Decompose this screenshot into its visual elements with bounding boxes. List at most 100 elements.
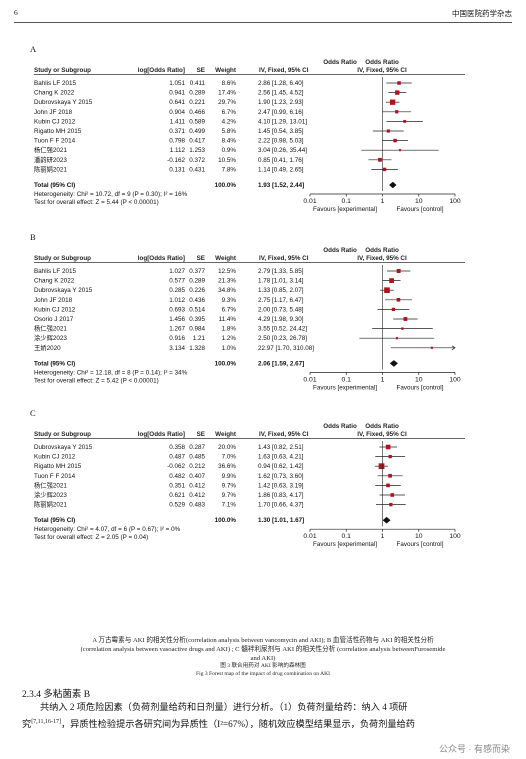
study-weight: 21.3%	[218, 278, 236, 285]
study-ci: 2.79 [1.33, 5.85]	[258, 268, 304, 275]
favours-experimental: Favours [experimental]	[313, 384, 377, 391]
study-weight: 9.7%	[222, 482, 237, 489]
panel-label-b: B	[30, 232, 36, 242]
study-name: 杨仁强2021	[34, 324, 67, 333]
x-tick-label: 0.1	[342, 376, 352, 383]
figure-title: 图 3 联合用药对 AKI 影响的森林图 Fig 3 Forest map of…	[14, 662, 512, 678]
col-header-or-title-left: Odds Ratio	[323, 423, 357, 430]
study-weight: 1.2%	[222, 335, 237, 342]
study-log-or: 0.351	[169, 482, 185, 489]
total-label: Total (95% CI)	[34, 360, 75, 367]
study-log-or: -0.162	[167, 157, 185, 164]
study-point	[401, 327, 404, 330]
study-point	[396, 269, 401, 273]
study-weight: 8.6%	[222, 80, 237, 87]
x-tick-label: 0.1	[342, 533, 352, 540]
study-weight: 5.8%	[222, 128, 237, 135]
study-weight: 0.9%	[222, 147, 237, 154]
study-se: 0.514	[189, 306, 205, 313]
study-log-or: 1.411	[170, 118, 186, 125]
panel-label-a: A	[30, 44, 37, 54]
study-point	[389, 278, 394, 283]
study-se: 0.466	[189, 109, 205, 116]
favours-control: Favours [control]	[397, 541, 444, 548]
study-point	[396, 298, 401, 302]
study-point	[389, 99, 396, 105]
col-header-weight: Weight	[215, 255, 237, 262]
study-log-or: 0.904	[169, 109, 185, 116]
body-line-1: 共纳入 2 项危险因素（负荷剂量给药和日剂量）进行分析。（1）负荷剂量给药：纳入…	[40, 702, 408, 712]
subcaption-line-1: A 万古霉素与 AKI 的相关性分析(correlation analysis …	[92, 637, 434, 644]
study-name: Dubrovskaya Y 2015	[34, 99, 93, 106]
x-tick-label: 100	[449, 376, 461, 383]
subcaption-line-3: and AKI)	[250, 655, 276, 662]
col-header-method-left: IV, Fixed, 95% CI	[259, 431, 309, 438]
study-ci: 0.85 [0.41, 1.76]	[258, 157, 304, 164]
x-tick-label: 10	[415, 198, 423, 205]
study-log-or: 0.641	[169, 99, 185, 106]
overall-effect-text: Test for overall effect: Z = 2.05 (P = 0…	[34, 534, 148, 541]
study-weight: 4.2%	[222, 118, 237, 125]
wechat-watermark: 公众号 · 有感而染	[439, 744, 510, 754]
heterogeneity-text: Heterogeneity: Chi² = 4.07, df = 6 (P = …	[34, 526, 181, 533]
study-log-or: 0.131	[169, 166, 185, 173]
study-log-or: 0.798	[169, 138, 185, 145]
study-log-or: 0.482	[169, 473, 185, 480]
study-se: 0.984	[189, 326, 205, 333]
study-se: 0.407	[189, 473, 205, 480]
study-ci: 3.04 [0.26, 35.44]	[258, 147, 307, 154]
study-se: 0.436	[189, 297, 205, 304]
study-se: 0.289	[189, 278, 205, 285]
x-tick-label: 10	[415, 533, 423, 540]
total-diamond	[389, 181, 397, 189]
body-line-2-start: 究	[22, 719, 32, 730]
study-log-or: 3.134	[169, 345, 185, 352]
study-log-or: 1.267	[169, 326, 185, 333]
study-weight: 34.8%	[218, 287, 236, 294]
study-weight: 9.9%	[222, 473, 237, 480]
study-point	[395, 90, 400, 95]
study-point	[403, 119, 407, 123]
study-ci: 2.56 [1.45, 4.52]	[258, 90, 304, 97]
total-weight: 100.0%	[215, 517, 237, 524]
study-se: 0.589	[189, 118, 205, 125]
forest-plot-c: Odds Ratio Odds Ratio Study or Subgroup log…	[34, 423, 465, 548]
study-name: 杨仁强2021	[34, 145, 67, 154]
subcaption-line-2: (correlation analysis between vasoactive…	[80, 646, 446, 653]
x-tick-label: 1	[381, 376, 385, 383]
study-ci: 1.63 [0.63, 4.21]	[258, 454, 304, 461]
total-ci: 2.06 [1.59, 2.67]	[258, 360, 304, 367]
total-weight: 100.0%	[215, 182, 237, 189]
x-tick-label: 10	[415, 376, 423, 383]
col-header-weight: Weight	[215, 67, 237, 74]
x-tick-label: 100	[449, 533, 461, 540]
study-se: 0.221	[189, 99, 205, 106]
study-ci: 2.00 [0.73, 5.48]	[258, 306, 304, 313]
forest-plot-a: Odds Ratio Odds Ratio Study or Subgroup log…	[34, 59, 465, 213]
study-name: Chang K 2022	[34, 278, 75, 285]
study-ci: 1.33 [0.85, 2.07]	[258, 287, 304, 294]
study-se: 0.287	[189, 444, 205, 451]
study-ci: 1.42 [0.63, 3.19]	[258, 482, 304, 489]
study-log-or: 1.051	[169, 80, 185, 87]
heterogeneity-text: Heterogeneity: Chi² = 10.72, df = 9 (P =…	[34, 191, 188, 198]
study-weight: 8.4%	[222, 138, 237, 145]
col-header-se: SE	[197, 431, 205, 438]
study-se: 0.499	[189, 128, 205, 135]
study-se: 0.411	[190, 80, 206, 87]
body-line-2-end: ，异质性检验提示各研究间为异质性（I²=67%），随机效应模型结果显示，负荷剂量…	[60, 719, 415, 730]
study-point	[393, 138, 397, 143]
total-ci: 1.93 [1.52, 2.44]	[258, 182, 304, 189]
col-header-or-title-right: Odds Ratio	[365, 423, 399, 430]
x-tick-label: 0.1	[342, 198, 352, 205]
study-name: Kubin CJ 2012	[34, 454, 76, 461]
study-point	[388, 473, 392, 478]
col-header-method-left: IV, Fixed, 95% CI	[259, 67, 309, 74]
study-point	[430, 346, 433, 349]
study-se: 0.412	[189, 492, 205, 499]
study-ci: 1.43 [0.82, 2.51]	[258, 444, 304, 451]
study-log-or: 0.916	[169, 335, 185, 342]
total-diamond	[389, 360, 398, 367]
study-ci: 22.97 [1.70, 310.08]	[258, 345, 314, 352]
ci-arrow	[451, 345, 456, 351]
